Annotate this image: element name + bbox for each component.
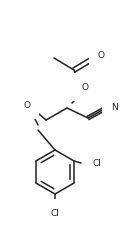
Text: O: O bbox=[98, 51, 105, 61]
Text: N: N bbox=[111, 103, 118, 113]
Text: O: O bbox=[23, 100, 30, 110]
Text: O: O bbox=[82, 83, 89, 91]
Text: Cl: Cl bbox=[92, 158, 101, 168]
Text: Cl: Cl bbox=[51, 208, 59, 217]
